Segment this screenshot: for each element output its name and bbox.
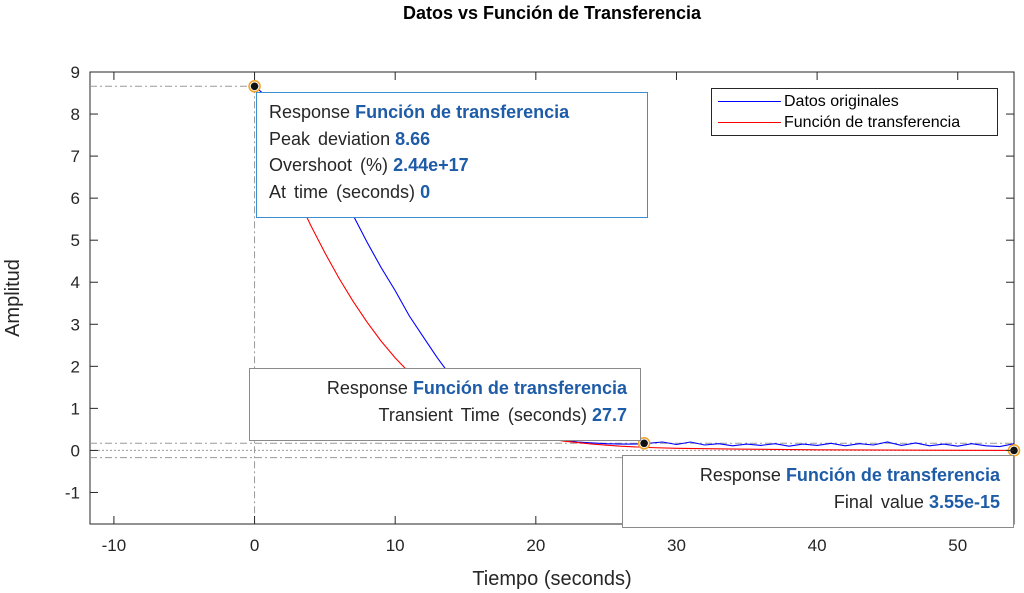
legend-item-datos-originales[interactable]: Datos originales [712,91,997,112]
datatip-value: 2.44e+17 [393,155,469,175]
y-tick-label: 0 [71,441,80,460]
y-tick-label: 6 [71,189,80,208]
datatip-row-at-time: At time (seconds) 0 [269,179,647,206]
datatip-label: Response [699,465,781,485]
legend-label: Función de transferencia [784,114,961,131]
legend-line-blue [718,101,781,102]
datatip-label: Overshoot (%) [269,155,389,175]
datatip-value: Función de transferencia [355,102,570,122]
legend-label: Datos originales [784,93,899,110]
legend[interactable]: Datos originales Función de transferenci… [711,88,998,136]
plot-area[interactable] [89,71,1015,525]
datatip-response-row: Response Función de transferencia [636,462,1000,489]
datatip-row-transient-time: Transient Time (seconds) 27.7 [263,402,627,429]
x-tick-label: 50 [948,536,967,555]
datatip-peak-response[interactable]: Response Función de transferencia Peak d… [256,92,648,218]
characteristic-marker-0 [250,82,259,91]
y-tick-label: 3 [71,315,80,334]
datatip-label: Final value [833,491,924,512]
x-tick-label: 20 [526,536,545,555]
x-tick-label: -10 [102,536,127,555]
x-tick-label: 0 [250,536,259,555]
characteristic-markers[interactable] [248,80,1021,457]
datatip-value: Función de transferencia [412,378,627,398]
y-tick-label: 4 [71,273,80,292]
datatip-final-value[interactable]: Response Función de transferencia Final … [622,455,1014,528]
characteristic-marker-1 [640,439,648,448]
datatip-value: 3.55e-15 [928,491,1000,512]
y-axis-label: Amplitud [2,259,24,337]
datatip-label: Peak deviation [269,128,391,149]
x-axis-label: Tiempo (seconds) [472,568,631,590]
y-tick-label: 7 [71,147,80,166]
datatip-value: 0 [420,181,431,202]
datatip-row-peak-deviation: Peak deviation 8.66 [269,126,647,153]
datatip-label: Transient Time (seconds) [378,404,587,425]
y-tick-label: -1 [65,483,80,502]
datatip-row-final-value: Final value 3.55e-15 [636,489,1000,516]
datatip-value: Función de transferencia [785,465,1000,485]
legend-item-funcion-de-transferencia[interactable]: Función de transferencia [712,112,997,133]
y-tick-label: 9 [71,63,80,82]
datatip-value: 8.66 [395,128,431,149]
datatip-label: Response [326,378,408,398]
datatip-transient-time[interactable]: Response Función de transferencia Transi… [249,368,641,441]
datatip-value: 27.7 [591,404,627,425]
x-tick-label: 10 [386,536,405,555]
plot-frame [89,71,1015,525]
y-tick-label: 8 [71,105,80,124]
datatip-row-overshoot: Overshoot (%) 2.44e+17 [269,152,647,179]
y-tick-label: 1 [71,399,80,418]
legend-line-red [718,122,781,123]
datatip-label: At time (seconds) [269,181,416,202]
y-tick-label: 2 [71,357,80,376]
datatip-response-row: Response Función de transferencia [263,375,627,402]
datatip-response-row: Response Función de transferencia [269,99,647,126]
x-tick-label: 40 [808,536,827,555]
x-tick-label: 30 [667,536,686,555]
chart-title: Datos vs Función de Transferencia [403,3,702,23]
y-tick-label: 5 [71,231,80,250]
datatip-label: Response [269,102,351,122]
